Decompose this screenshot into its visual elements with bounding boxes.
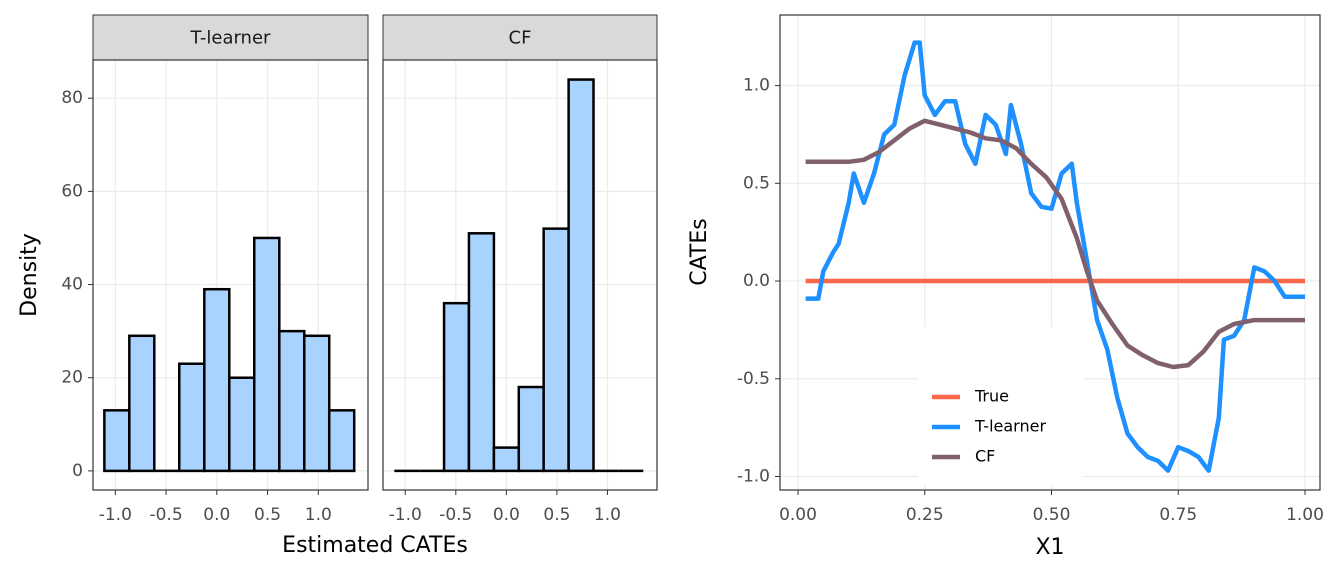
x-tick-label: 0.0 [493, 505, 520, 525]
y-tick-label: 1.0 [743, 76, 770, 96]
x-axis-title: Estimated CATEs [282, 533, 468, 558]
y-tick-label: 0.0 [743, 271, 770, 291]
bar [492, 446, 521, 473]
x-tick-label: 0.0 [203, 505, 230, 525]
bar [542, 227, 570, 473]
line [805, 118, 1305, 370]
y-tick-label: -0.5 [737, 369, 770, 389]
x-axis-title: X1 [1035, 535, 1064, 560]
x-tick-label: -0.5 [149, 505, 182, 525]
y-tick-label: 80 [61, 88, 83, 108]
bar [467, 232, 496, 473]
bar [103, 409, 131, 473]
y-tick-label: -1.0 [737, 467, 770, 487]
strip [382, 14, 658, 61]
x-tick-label: -1.0 [99, 505, 132, 525]
line [805, 40, 1305, 473]
legend-label: True [974, 387, 1009, 406]
panel-border [382, 59, 658, 491]
x-tick-label: 1.00 [1286, 505, 1324, 525]
panel-border [779, 14, 1321, 491]
bar [278, 329, 306, 473]
bar [567, 78, 595, 473]
strip-label: CF [509, 28, 532, 49]
y-axis-title: Density [17, 233, 42, 317]
x-tick-label: 0.25 [906, 505, 944, 525]
bar [252, 236, 281, 473]
y-tick-label: 40 [61, 275, 83, 295]
x-tick-label: 0.75 [1159, 505, 1197, 525]
bar [517, 385, 545, 473]
bar [203, 287, 231, 473]
strip [92, 14, 369, 61]
legend-label: T-learner [974, 417, 1046, 436]
x-tick-label: 0.5 [543, 505, 570, 525]
legend-box [918, 327, 1083, 485]
strip-label: T-learner [190, 28, 272, 49]
bar [128, 334, 156, 473]
bar [303, 334, 331, 473]
legend-label: CF [975, 447, 995, 466]
bar [327, 409, 356, 473]
x-tick-label: 1.0 [305, 505, 332, 525]
bar [178, 362, 206, 473]
panel-border [92, 59, 369, 491]
x-tick-label: -1.0 [389, 505, 422, 525]
y-axis-title: CATEs [687, 218, 712, 286]
y-tick-label: 0 [72, 461, 83, 481]
x-tick-label: 0.5 [254, 505, 281, 525]
y-tick-label: 20 [61, 368, 83, 388]
bar [228, 376, 256, 473]
bar [442, 301, 471, 473]
x-tick-label: 0.00 [779, 505, 817, 525]
x-tick-label: 0.50 [1033, 505, 1071, 525]
x-tick-label: -0.5 [439, 505, 472, 525]
x-tick-label: 1.0 [594, 505, 621, 525]
y-tick-label: 0.5 [743, 173, 770, 193]
y-tick-label: 60 [61, 181, 83, 201]
